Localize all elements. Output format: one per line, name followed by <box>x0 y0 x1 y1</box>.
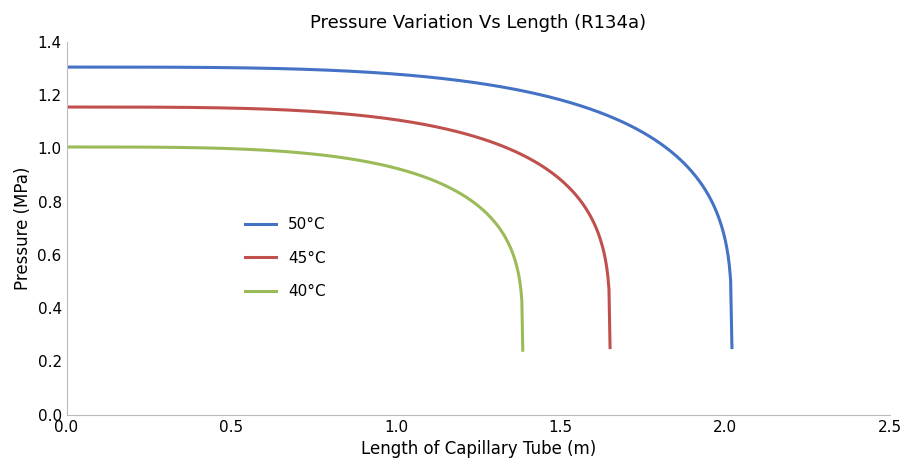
Y-axis label: Pressure (MPa): Pressure (MPa) <box>14 167 32 290</box>
45°C <box>507 147 518 153</box>
40°C <box>333 154 344 160</box>
50°C <box>381 71 392 76</box>
45°C <box>322 110 333 115</box>
40°C <box>507 248 518 254</box>
Line: 45°C: 45°C <box>67 107 610 347</box>
Line: 50°C: 50°C <box>67 67 732 347</box>
40°C <box>280 149 291 154</box>
Legend: 50°C, 45°C, 40°C: 50°C, 45°C, 40°C <box>239 211 332 305</box>
50°C <box>61 64 72 70</box>
Line: 40°C: 40°C <box>67 147 523 350</box>
40°C <box>518 347 529 353</box>
X-axis label: Length of Capillary Tube (m): Length of Capillary Tube (m) <box>361 440 596 458</box>
50°C <box>377 70 388 76</box>
50°C <box>726 345 737 350</box>
40°C <box>308 151 319 157</box>
Title: Pressure Variation Vs Length (R134a): Pressure Variation Vs Length (R134a) <box>311 14 647 32</box>
50°C <box>421 74 432 80</box>
45°C <box>355 112 366 118</box>
45°C <box>319 110 330 115</box>
45°C <box>385 116 396 122</box>
50°C <box>711 208 722 213</box>
45°C <box>592 227 603 233</box>
45°C <box>605 345 616 350</box>
50°C <box>457 78 468 84</box>
50°C <box>606 114 617 120</box>
40°C <box>435 180 446 186</box>
45°C <box>61 104 72 110</box>
40°C <box>61 144 72 150</box>
40°C <box>278 149 289 154</box>
